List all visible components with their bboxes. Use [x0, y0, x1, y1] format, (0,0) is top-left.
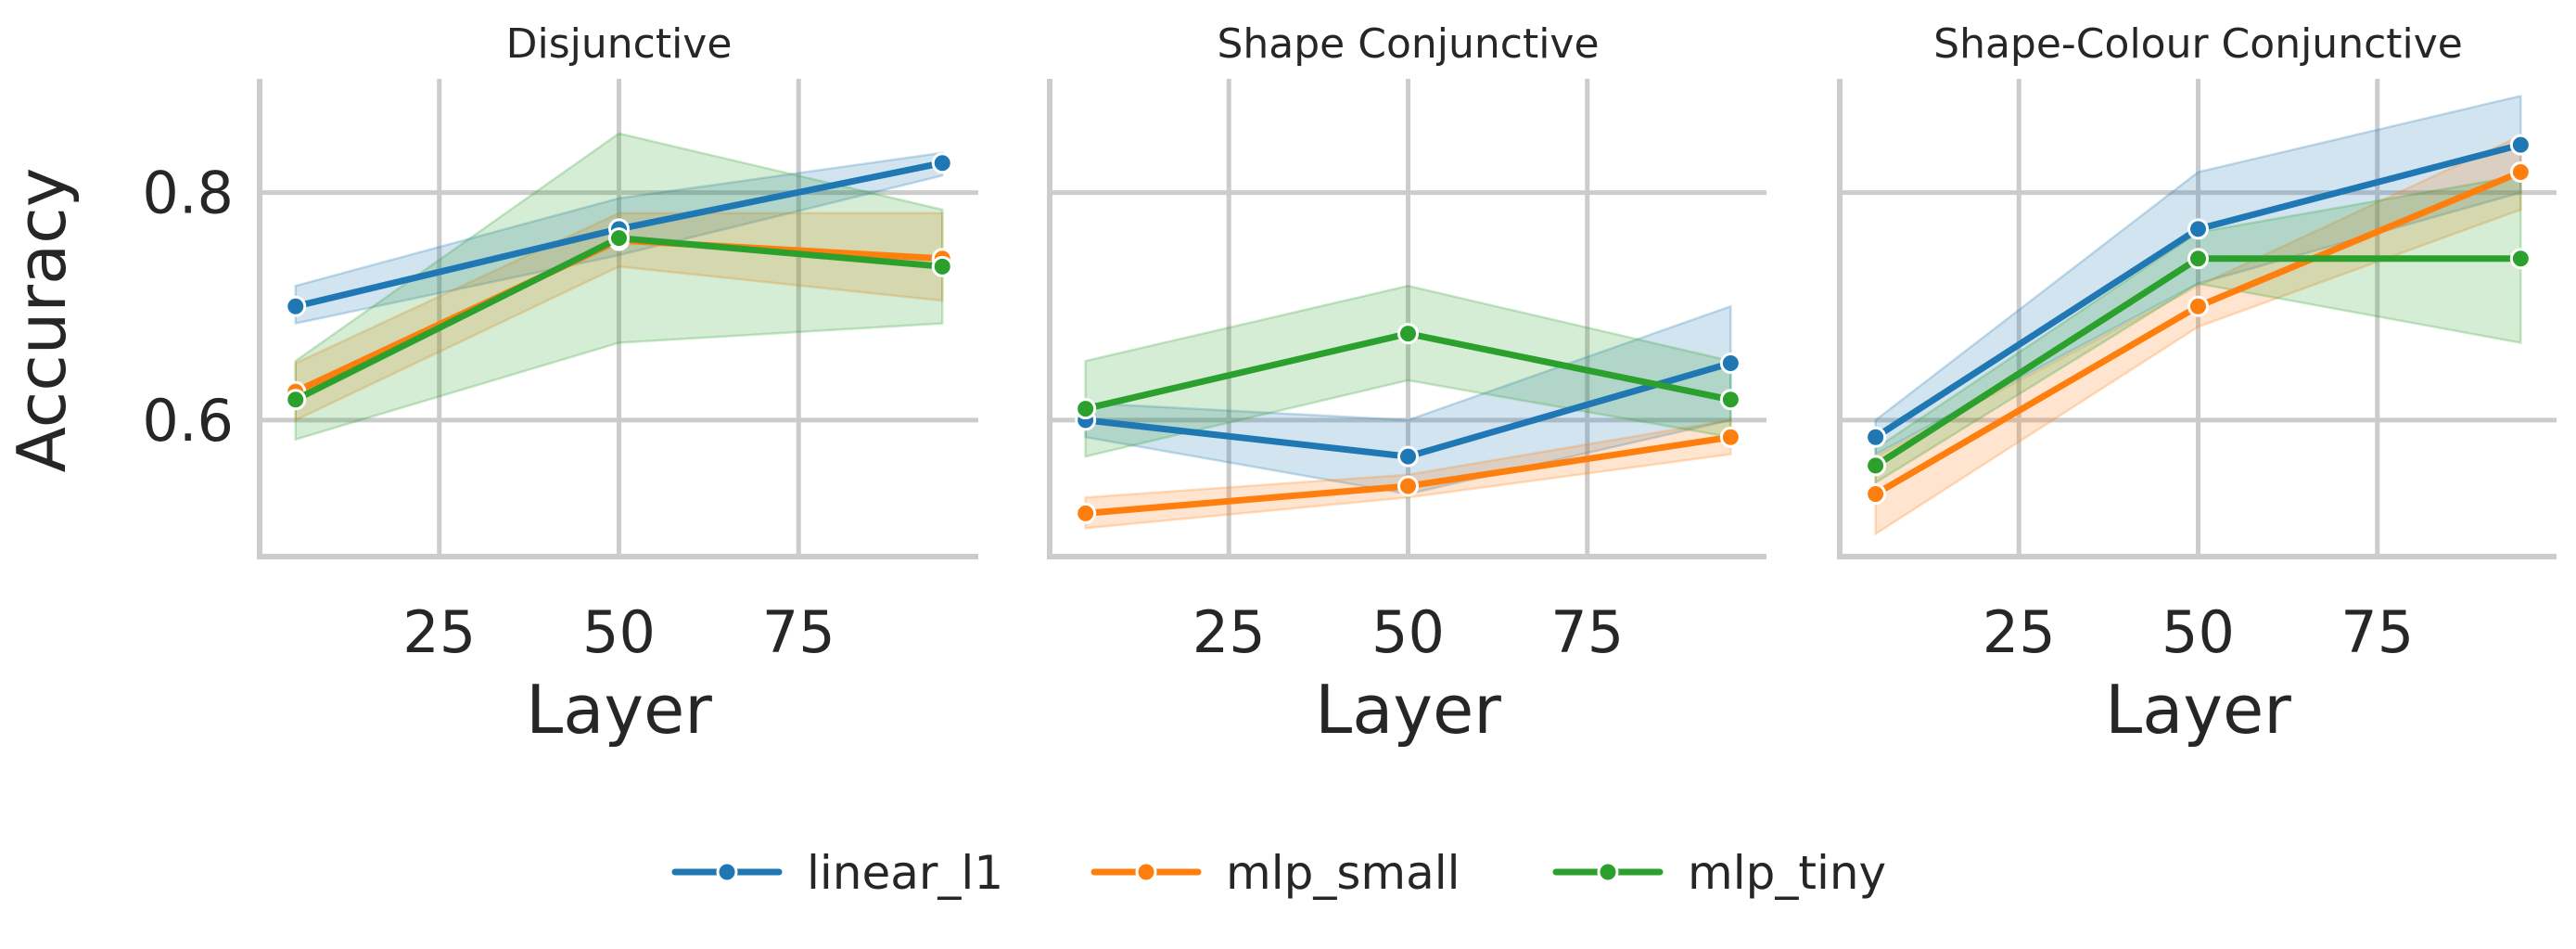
x-axis-label: Layer	[526, 671, 712, 749]
legend-label: mlp_tiny	[1688, 846, 1886, 900]
data-point-mlp-tiny	[2187, 248, 2209, 270]
data-point-mlp-small	[2187, 295, 2209, 317]
data-point-linear-l1	[1865, 426, 1887, 448]
x-tick-label: 50	[2162, 598, 2235, 666]
ci-band-mlp-small	[1874, 134, 2522, 536]
data-point-mlp-small	[1719, 426, 1741, 448]
legend-item-mlp-small: mlp_small	[1090, 846, 1460, 900]
data-point-mlp-tiny	[285, 389, 307, 411]
data-point-mlp-tiny	[1865, 455, 1887, 477]
data-point-mlp-tiny	[608, 227, 630, 250]
data-point-mlp-tiny	[931, 255, 953, 277]
panel-shape-conjunctive: Shape Conjunctive 25 50 75 Layer	[1047, 20, 1766, 749]
panel-title: Shape Conjunctive	[1217, 20, 1599, 68]
x-axis-label: Layer	[2105, 671, 2291, 749]
x-tick-label: 25	[1983, 598, 2056, 666]
panel-title: Disjunctive	[506, 20, 733, 68]
data-point-linear-l1	[2187, 218, 2209, 240]
legend-item-linear-l1: linear_l1	[671, 846, 1003, 900]
data-point-linear-l1	[1397, 445, 1419, 468]
panel-shape-colour-conjunctive: Shape-Colour Conjunctive 25 50 75 Layer	[1837, 20, 2557, 749]
legend-marker	[1135, 861, 1157, 883]
ci-band-linear-l1	[1084, 304, 1732, 495]
x-tick-label: 75	[2340, 598, 2414, 666]
legend-marker	[716, 861, 738, 883]
legend-label: mlp_small	[1226, 846, 1460, 900]
data-point-mlp-tiny	[1075, 398, 1097, 420]
x-tick-label: 50	[582, 598, 656, 666]
x-tick-label: 50	[1371, 598, 1445, 666]
data-point-mlp-small	[2509, 161, 2531, 184]
x-tick-label: 75	[1550, 598, 1624, 666]
x-tick-label: 25	[1192, 598, 1266, 666]
y-tick-label: 0.6	[142, 387, 234, 455]
legend-marker	[1597, 861, 1619, 883]
legend-item-mlp-tiny: mlp_tiny	[1552, 846, 1886, 900]
y-axis-label: Accuracy	[3, 168, 81, 473]
data-point-mlp-tiny	[2509, 248, 2531, 270]
panel-disjunctive: Disjunctive 25 50 75 0.6 0.8 Layer	[142, 20, 978, 749]
data-point-mlp-small	[1397, 475, 1419, 497]
data-point-linear-l1	[285, 295, 307, 317]
ci-band-mlp-tiny	[294, 132, 944, 442]
x-axis-label: Layer	[1315, 671, 1501, 749]
data-point-mlp-small	[1865, 483, 1887, 506]
y-tick-label: 0.8	[142, 160, 234, 227]
data-point-linear-l1	[931, 152, 953, 174]
data-point-mlp-tiny	[1397, 323, 1419, 345]
data-point-mlp-tiny	[1719, 389, 1741, 411]
ci-band-mlp-small	[294, 212, 944, 422]
legend-label: linear_l1	[807, 846, 1003, 900]
data-point-linear-l1	[2509, 134, 2531, 156]
panel-title: Shape-Colour Conjunctive	[1933, 20, 2463, 68]
data-point-mlp-small	[1075, 502, 1097, 524]
data-point-linear-l1	[1719, 353, 1741, 375]
x-tick-label: 75	[762, 598, 835, 666]
legend: linear_l1 mlp_small mlp_tiny	[671, 846, 1886, 900]
x-tick-label: 25	[402, 598, 476, 666]
